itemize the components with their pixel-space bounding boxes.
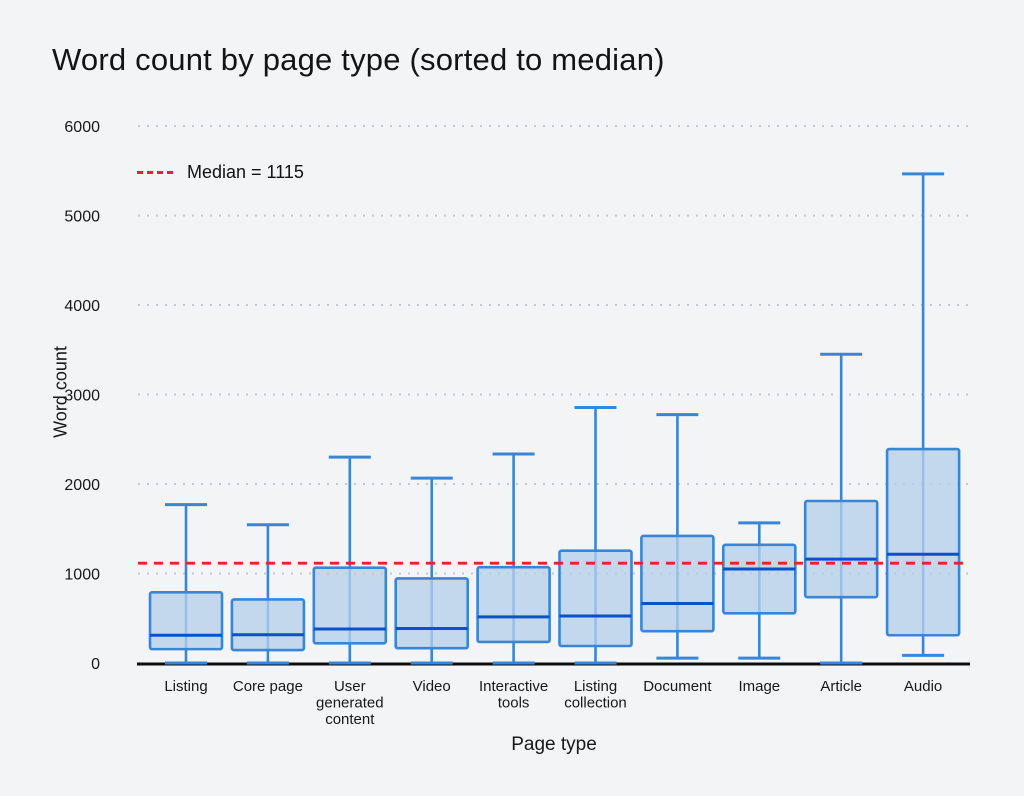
y-tick-label-6000: 6000: [64, 119, 100, 136]
x-tick-label-image: Image: [738, 678, 780, 695]
x-tick-label-listing-collection: Listing collection: [564, 678, 627, 712]
median-dashed-line-icon: [137, 171, 175, 174]
x-tick-label-video: Video: [413, 678, 451, 695]
median-legend: Median = 1115: [137, 162, 304, 183]
x-tick-label-interactive-tools: Interactive tools: [479, 678, 548, 712]
y-tick-label-4000: 4000: [64, 298, 100, 315]
y-tick-label-2000: 2000: [64, 477, 100, 494]
box-image: [721, 543, 797, 615]
box-video: [394, 577, 470, 650]
box-article: [803, 499, 879, 599]
y-tick-label-1000: 1000: [64, 567, 100, 584]
y-tick-label-5000: 5000: [64, 209, 100, 226]
box-user-generated-content: [312, 566, 388, 645]
median-legend-label: Median = 1115: [187, 162, 304, 182]
box-core-page: [230, 598, 306, 652]
x-tick-label-core-page: Core page: [233, 678, 303, 695]
x-axis-title: Page type: [511, 734, 597, 755]
y-tick-label-0: 0: [91, 656, 100, 673]
chart-title: Word count by page type (sorted to media…: [52, 42, 665, 77]
box-document: [640, 534, 715, 633]
box-listing-collection: [558, 549, 633, 648]
y-tick-label-3000: 3000: [64, 388, 100, 405]
x-tick-label-listing: Listing: [164, 678, 207, 695]
box-audio: [885, 447, 961, 637]
x-tick-label-audio: Audio: [904, 678, 942, 695]
box-listing: [148, 590, 224, 651]
x-tick-label-document: Document: [643, 678, 712, 695]
x-tick-label-user-generated-content: User generated content: [316, 678, 384, 728]
box-interactive-tools: [476, 565, 551, 644]
x-tick-label-article: Article: [820, 678, 862, 695]
